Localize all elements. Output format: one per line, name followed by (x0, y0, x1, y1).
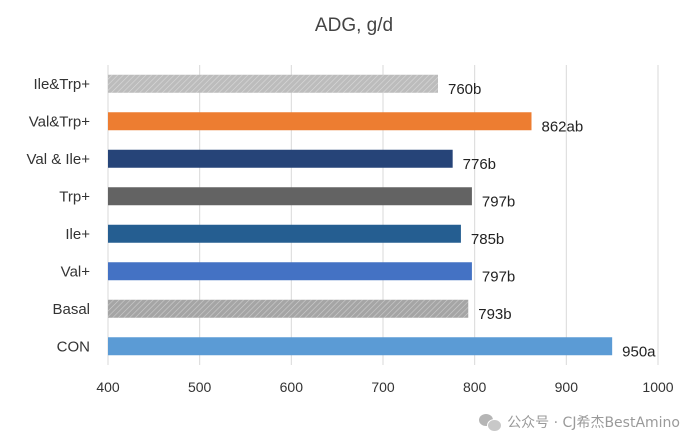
watermark: 公众号 · CJ希杰BestAmino (479, 412, 680, 432)
data-label: 797b (482, 268, 515, 285)
category-label: Trp+ (59, 188, 90, 205)
x-tick-label: 800 (463, 379, 487, 395)
category-label: Val&Trp+ (29, 113, 91, 130)
x-tick-label: 600 (280, 379, 304, 395)
bar (108, 187, 472, 206)
x-tick-label: 900 (555, 379, 579, 395)
data-label: 950a (622, 343, 656, 360)
bar (108, 337, 613, 356)
data-label: 760b (448, 81, 481, 98)
x-tick-label: 1000 (642, 379, 673, 395)
x-tick-label: 500 (188, 379, 212, 395)
category-label: Val & Ile+ (26, 151, 90, 168)
category-label: Val+ (61, 263, 91, 280)
bar (108, 149, 453, 168)
data-label: 862ab (542, 118, 584, 135)
category-label: CON (57, 338, 90, 355)
bar-pattern (108, 74, 438, 93)
category-label: Ile&Trp+ (33, 76, 90, 93)
x-tick-labels: 400 500 600 700 800 900 1000 (96, 379, 673, 395)
category-label: Basal (52, 301, 90, 318)
bar (108, 262, 472, 281)
x-tick-label: 400 (96, 379, 120, 395)
data-label: 785b (471, 231, 504, 248)
bar (108, 224, 461, 243)
watermark-text: 公众号 · CJ希杰BestAmino (507, 415, 680, 431)
category-label: Ile+ (65, 226, 90, 243)
chart-title: ADG, g/d (315, 15, 393, 36)
data-label: 776b (463, 156, 496, 173)
wechat-icon (479, 413, 503, 432)
bar (108, 112, 532, 131)
bar-pattern (108, 299, 469, 318)
data-labels: 760b 862ab 776b 797b 785b 797b 793b 950a (448, 81, 656, 361)
x-tick-label: 700 (371, 379, 395, 395)
bars (108, 74, 613, 356)
gridlines (107, 65, 659, 365)
data-label: 797b (482, 193, 515, 210)
data-label: 793b (478, 306, 511, 323)
category-labels: Ile&Trp+ Val&Trp+ Val & Ile+ Trp+ Ile+ Val+ Ba… (26, 76, 90, 356)
